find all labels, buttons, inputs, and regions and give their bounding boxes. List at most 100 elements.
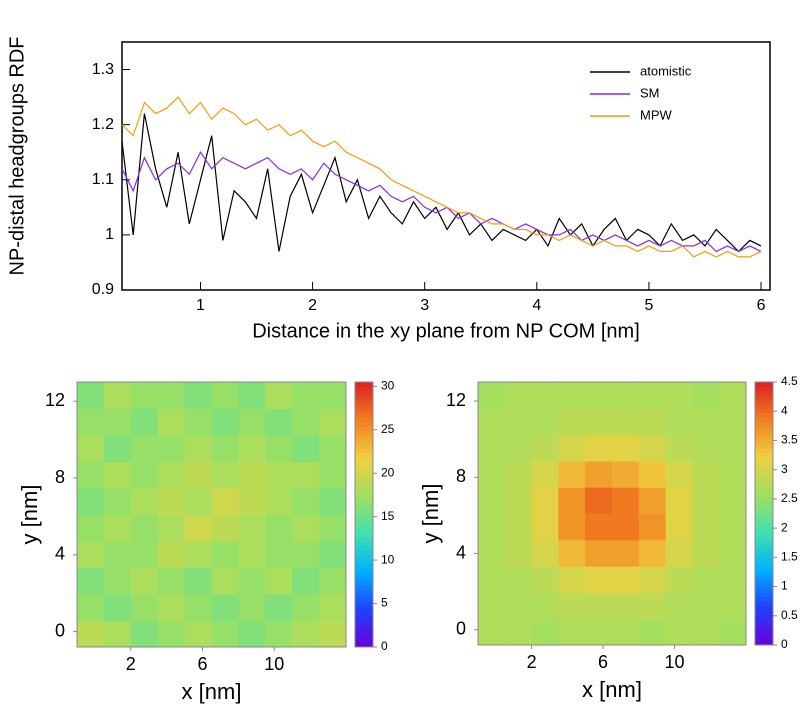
colorbar-slice: [755, 596, 773, 602]
colorbar-slice: [755, 390, 773, 396]
heatmap-cell: [238, 567, 266, 595]
colorbar-slice: [355, 563, 373, 568]
heatmap-cell: [585, 434, 613, 462]
colorbar-slice: [755, 395, 773, 401]
heatmap-cell: [238, 594, 266, 621]
heatmap-cell: [504, 618, 533, 646]
colorbar-slice: [355, 399, 373, 405]
heatmap-cell: [319, 461, 347, 489]
y-axis-title: y [nm]: [17, 485, 42, 545]
heatmap-cell: [265, 488, 293, 515]
colorbar-slice: [355, 607, 373, 613]
heatmap-cell: [319, 594, 347, 621]
colorbar-slice: [355, 549, 373, 555]
colorbar-slice: [355, 580, 373, 586]
heatmap-cell: [211, 567, 239, 595]
colorbar-slice: [755, 561, 773, 567]
heatmap-cell: [292, 461, 320, 489]
y-tick-label: 8: [456, 466, 466, 486]
heatmap-cell: [585, 460, 613, 488]
colorbar-slice: [355, 496, 373, 502]
heatmap-cell: [692, 539, 720, 567]
colorbar-slice: [755, 460, 773, 466]
heatmap-cell: [504, 408, 533, 436]
heatmap-cell: [719, 566, 747, 593]
heatmap-cell: [265, 541, 293, 568]
colorbar-tick-label: 1: [781, 579, 788, 593]
colorbar-slice: [355, 443, 373, 449]
heatmap-cell: [130, 435, 159, 462]
heatmap-cell: [585, 382, 613, 409]
heatmap-cell: [612, 382, 640, 409]
heatmap-cell: [478, 592, 506, 620]
colorbar-slice: [355, 523, 373, 529]
colorbar-slice: [355, 633, 373, 639]
colorbar-slice: [755, 609, 773, 615]
colorbar-slice: [355, 470, 373, 476]
colorbar-slice: [755, 552, 773, 558]
heatmap-cell: [478, 618, 506, 646]
colorbar-slice: [355, 483, 373, 489]
colorbar-slice: [755, 535, 773, 541]
colorbar-slice: [355, 594, 373, 599]
x-tick-label: 10: [264, 654, 284, 674]
heatmap-cell: [211, 594, 239, 621]
heatmap-cell: [184, 435, 212, 462]
colorbar-slice: [355, 390, 373, 396]
heatmap-cell: [319, 620, 347, 648]
colorbar-slice: [355, 439, 373, 445]
data-line: [121, 113, 762, 253]
heatmap-cell: [531, 618, 559, 646]
x-axis-title: Distance in the xy plane from NP COM [nm…: [252, 320, 640, 342]
heatmap-cell: [130, 488, 159, 515]
x-tick-label: 3: [420, 297, 429, 314]
x-tick-label: 6: [198, 654, 208, 674]
heatmap-cell: [238, 461, 266, 489]
heatmap-cell: [319, 408, 347, 436]
x-tick-label: 6: [598, 652, 608, 672]
colorbar-slice: [755, 623, 773, 628]
y-tick-label: 8: [55, 467, 65, 487]
heatmap-cell: [77, 567, 105, 595]
heatmap-cell: [157, 461, 186, 489]
colorbar-slice: [355, 430, 373, 436]
heatmap-cell: [585, 408, 613, 436]
colorbar-slice: [755, 570, 773, 576]
colorbar-slice: [355, 602, 373, 608]
heatmap-cell: [238, 408, 266, 436]
heatmap-cell: [319, 541, 347, 568]
colorbar-slice: [355, 541, 373, 546]
heatmap-cell: [504, 513, 533, 541]
heatmap-cell: [719, 513, 747, 541]
colorbar-tick-label: 5: [381, 596, 388, 610]
colorbar-slice: [755, 495, 773, 501]
colorbar-slice: [755, 627, 773, 633]
heatmap-cell: [638, 513, 667, 541]
colorbar-slice: [755, 399, 773, 405]
legend-label: MPW: [640, 107, 673, 122]
heatmap-cell: [157, 594, 186, 621]
heatmap-cell: [719, 382, 747, 409]
heatmap-cell: [585, 592, 613, 620]
heatmap-cell: [585, 487, 613, 514]
heatmap-cell: [719, 408, 747, 436]
colorbar-slice: [755, 487, 773, 493]
heatmap-cell: [319, 435, 347, 462]
heatmap-cell: [130, 382, 159, 409]
heatmap-cell: [265, 567, 293, 595]
heatmap-cell: [184, 514, 212, 542]
heatmap-cell: [184, 408, 212, 436]
heatmap-cell: [504, 460, 533, 488]
y-tick-label: 0: [55, 620, 65, 640]
colorbar-slice: [755, 614, 773, 620]
heatmap-cell: [531, 566, 559, 593]
colorbar-slice: [755, 438, 773, 444]
heatmap-cell: [692, 408, 720, 436]
colorbar-slice: [355, 426, 373, 432]
heatmap-cell: [478, 382, 506, 409]
data-line: [121, 151, 762, 253]
colorbar-slice: [355, 589, 373, 595]
colorbar-slice: [755, 434, 773, 440]
heatmap-cell: [265, 594, 293, 621]
heatmap-cell: [77, 408, 105, 436]
